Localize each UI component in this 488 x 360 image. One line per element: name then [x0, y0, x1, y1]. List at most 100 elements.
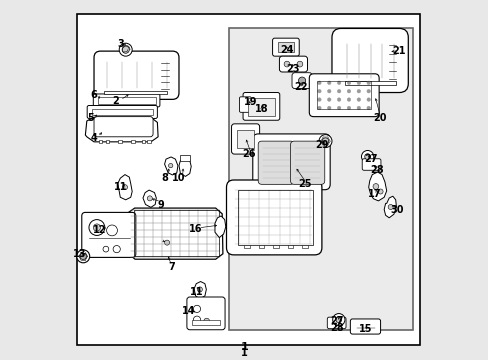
- Text: 30: 30: [390, 204, 404, 215]
- Text: 18: 18: [254, 104, 268, 114]
- Text: 21: 21: [391, 46, 405, 56]
- Text: 28: 28: [369, 165, 383, 175]
- Circle shape: [364, 154, 370, 159]
- Circle shape: [327, 106, 330, 110]
- Text: 23: 23: [286, 64, 299, 74]
- FancyBboxPatch shape: [226, 180, 321, 255]
- FancyBboxPatch shape: [93, 94, 160, 107]
- Text: 10: 10: [172, 173, 185, 183]
- Bar: [247, 98, 274, 116]
- Polygon shape: [215, 216, 225, 238]
- Circle shape: [327, 98, 330, 102]
- Circle shape: [106, 225, 117, 236]
- Text: 13: 13: [73, 249, 86, 259]
- Text: 20: 20: [372, 113, 386, 123]
- Circle shape: [356, 81, 360, 85]
- Bar: [273, 245, 278, 248]
- Text: 28: 28: [330, 323, 344, 333]
- Circle shape: [193, 316, 200, 323]
- FancyBboxPatch shape: [231, 124, 259, 154]
- Bar: [302, 245, 307, 248]
- FancyBboxPatch shape: [87, 105, 157, 118]
- Circle shape: [366, 81, 370, 85]
- Text: 22: 22: [294, 82, 307, 92]
- Text: 17: 17: [367, 189, 381, 199]
- Circle shape: [346, 89, 350, 93]
- FancyBboxPatch shape: [290, 141, 324, 184]
- FancyBboxPatch shape: [349, 319, 380, 334]
- Polygon shape: [161, 235, 173, 252]
- Circle shape: [318, 135, 331, 148]
- Bar: [133, 210, 219, 256]
- FancyBboxPatch shape: [252, 134, 329, 190]
- Circle shape: [317, 89, 321, 93]
- Circle shape: [147, 196, 152, 201]
- Text: 26: 26: [242, 149, 255, 159]
- Circle shape: [346, 81, 350, 85]
- Text: 9: 9: [157, 200, 164, 210]
- Text: 27: 27: [364, 154, 377, 164]
- Circle shape: [377, 189, 382, 194]
- Text: 3: 3: [117, 39, 123, 49]
- Circle shape: [327, 81, 330, 85]
- Circle shape: [337, 89, 340, 93]
- Bar: [131, 140, 134, 143]
- Bar: [98, 97, 156, 104]
- FancyBboxPatch shape: [331, 28, 407, 93]
- Polygon shape: [128, 208, 223, 259]
- Text: 6: 6: [90, 90, 97, 100]
- Bar: [317, 81, 370, 109]
- Circle shape: [203, 318, 209, 324]
- Text: 4: 4: [90, 132, 97, 143]
- Text: 1: 1: [241, 348, 247, 358]
- Bar: [147, 140, 151, 143]
- Bar: [106, 140, 109, 143]
- Bar: [277, 42, 294, 52]
- Circle shape: [366, 89, 370, 93]
- Circle shape: [296, 61, 302, 67]
- Text: 24: 24: [280, 45, 293, 55]
- Bar: [237, 130, 253, 148]
- Polygon shape: [164, 157, 178, 175]
- Circle shape: [387, 204, 392, 210]
- Circle shape: [366, 98, 370, 102]
- Bar: [258, 245, 264, 248]
- Bar: [99, 140, 102, 143]
- Circle shape: [113, 246, 120, 253]
- Text: 14: 14: [182, 306, 195, 316]
- Circle shape: [356, 106, 360, 110]
- Text: 7: 7: [168, 262, 175, 272]
- Circle shape: [168, 163, 172, 168]
- Circle shape: [335, 317, 341, 323]
- Bar: [92, 109, 153, 115]
- Circle shape: [77, 250, 89, 263]
- Bar: [238, 190, 312, 245]
- Text: 8: 8: [161, 173, 168, 183]
- Text: 27: 27: [330, 316, 344, 326]
- Polygon shape: [85, 117, 158, 142]
- Circle shape: [119, 43, 132, 56]
- FancyBboxPatch shape: [326, 317, 346, 329]
- Circle shape: [337, 81, 340, 85]
- Bar: [229, 28, 412, 330]
- Polygon shape: [194, 282, 206, 299]
- Circle shape: [89, 220, 104, 235]
- FancyBboxPatch shape: [186, 297, 224, 330]
- Text: 11: 11: [113, 182, 127, 192]
- Circle shape: [372, 184, 378, 189]
- FancyBboxPatch shape: [272, 38, 299, 56]
- Circle shape: [103, 246, 108, 252]
- Circle shape: [197, 287, 202, 292]
- Text: 11: 11: [190, 287, 203, 297]
- FancyBboxPatch shape: [239, 97, 251, 112]
- Circle shape: [337, 106, 340, 110]
- Circle shape: [164, 240, 169, 245]
- Bar: [244, 245, 249, 248]
- FancyBboxPatch shape: [258, 141, 294, 184]
- Polygon shape: [179, 158, 191, 176]
- Polygon shape: [142, 190, 156, 207]
- Circle shape: [317, 106, 321, 110]
- Text: 29: 29: [314, 140, 328, 150]
- FancyBboxPatch shape: [362, 159, 380, 170]
- Polygon shape: [118, 175, 132, 200]
